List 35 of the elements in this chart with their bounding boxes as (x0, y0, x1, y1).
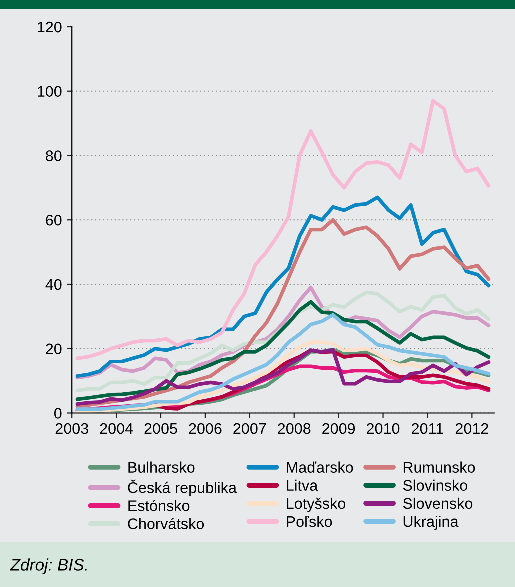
legend-label: Bulharsko (128, 462, 195, 473)
y-tick-label: 100 (38, 86, 62, 98)
legend-label: Rumunsko (404, 462, 476, 473)
y-tick-label: 120 (38, 22, 62, 33)
line-series (76, 218, 491, 409)
line-series (76, 300, 491, 402)
line-series (76, 196, 491, 378)
y-tick-label: 60 (46, 214, 62, 226)
x-tick-label: 2006 (189, 423, 222, 434)
x-tick-label: 2003 (56, 423, 88, 434)
legend-label: Litva (287, 480, 318, 492)
legend-label: Slovinsko (403, 480, 468, 492)
legend-label: Estónsko (128, 500, 190, 512)
y-tick-label: 0 (54, 408, 62, 419)
legend-label: Slovensko (403, 498, 473, 510)
x-tick-label: 2004 (100, 423, 134, 434)
line-series (76, 313, 491, 412)
legend-label: Chorvátsko (128, 518, 204, 530)
x-tick-label: 2011 (412, 423, 444, 434)
x-tick-label: 2005 (144, 423, 178, 434)
x-tick-label: 2009 (322, 423, 356, 434)
y-tick-label: 40 (46, 279, 62, 290)
legend-label: Maďarsko (287, 462, 354, 473)
y-tick-label: 20 (46, 344, 62, 355)
legend-label: Poľsko (287, 516, 332, 528)
y-tick-label: 80 (46, 150, 62, 162)
x-tick-label: 2010 (367, 423, 400, 434)
legend-label: Česká republika (128, 480, 237, 496)
x-tick-label: 2007 (234, 423, 266, 434)
text: Zdroj: BIS. (10, 558, 87, 574)
line-series (76, 99, 491, 360)
x-tick-label: 2012 (456, 423, 488, 434)
x-tick-label: 2008 (278, 423, 311, 434)
legend-label: Lotyšsko (287, 498, 346, 512)
legend-label: Ukrajina (404, 516, 459, 530)
